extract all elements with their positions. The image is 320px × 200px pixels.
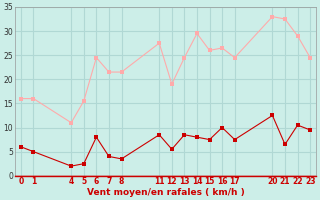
X-axis label: Vent moyen/en rafales ( km/h ): Vent moyen/en rafales ( km/h ) [87,188,244,197]
